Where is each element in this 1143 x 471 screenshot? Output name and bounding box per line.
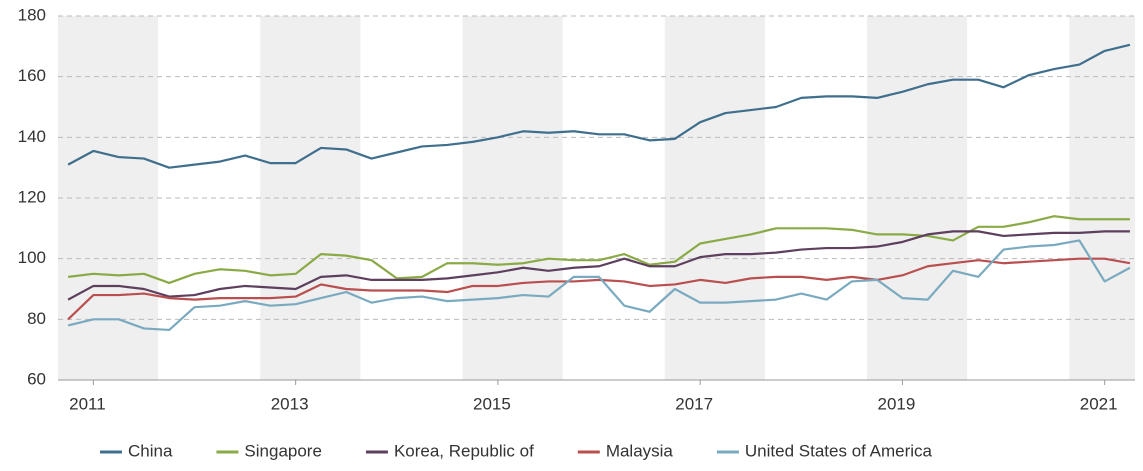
legend-label: Malaysia xyxy=(606,441,674,460)
x-tick-label: 2011 xyxy=(69,394,106,413)
legend-label: China xyxy=(128,441,173,460)
x-tick-label: 2021 xyxy=(1080,394,1118,413)
y-tick-label: 80 xyxy=(27,309,46,328)
y-tick-label: 120 xyxy=(18,187,46,206)
legend-label: United States of America xyxy=(745,441,933,460)
series-line xyxy=(67,230,1130,301)
y-tick-label: 160 xyxy=(18,66,46,85)
x-tick-label: 2013 xyxy=(271,394,309,413)
x-tick-label: 2019 xyxy=(877,394,915,413)
series-line xyxy=(67,257,1131,321)
series-line xyxy=(67,239,1131,332)
series-line xyxy=(67,43,1131,169)
x-tick-label: 2017 xyxy=(675,394,713,413)
legend-label: Singapore xyxy=(244,441,322,460)
y-tick-label: 140 xyxy=(18,127,46,146)
series-line xyxy=(67,215,1130,285)
x-tick-label: 2015 xyxy=(473,394,511,413)
y-tick-label: 100 xyxy=(18,248,46,267)
y-tick-label: 60 xyxy=(27,369,46,388)
legend-label: Korea, Republic of xyxy=(394,441,534,460)
y-tick-label: 180 xyxy=(18,5,46,24)
year-bands xyxy=(58,16,1135,380)
